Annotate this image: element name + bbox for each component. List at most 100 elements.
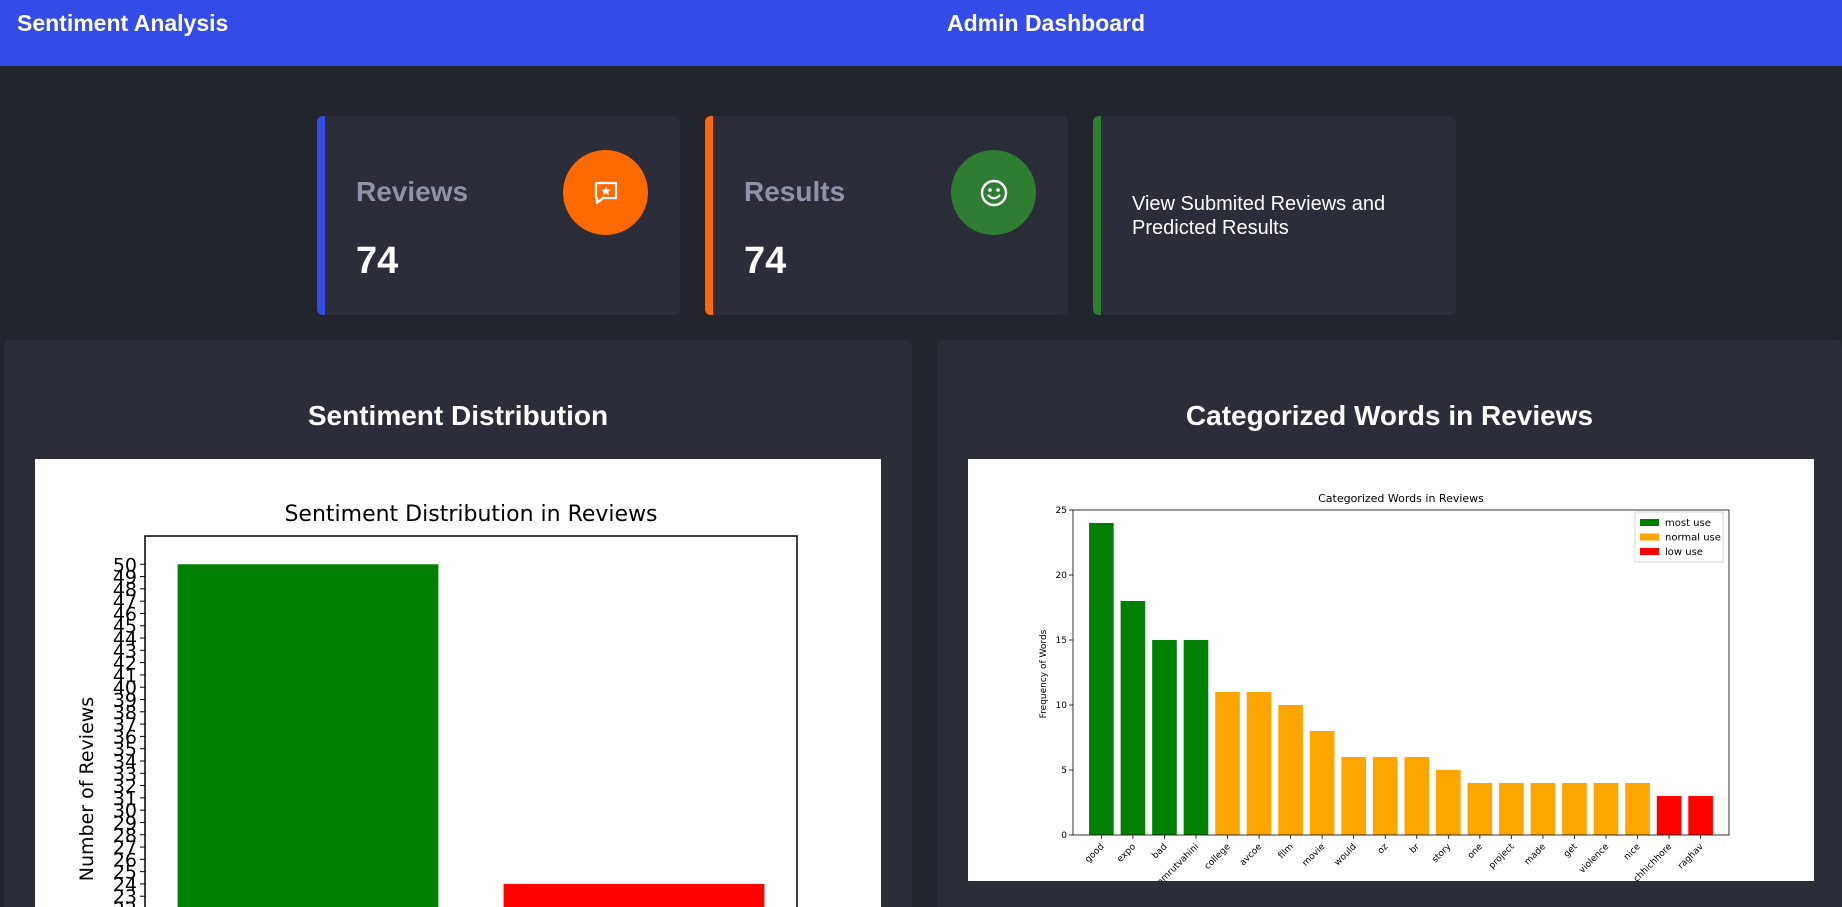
results-card[interactable]: Results 74 [705, 116, 1068, 315]
chart1-ytick-label: 48 [113, 579, 137, 601]
chart1-ytick-label: 45 [113, 616, 137, 638]
categorized-words-panel: Categorized Words in Reviews Categorized… [937, 340, 1842, 907]
chart2-bar-chhichhore [1656, 796, 1682, 835]
chart1-ytick-label: 38 [113, 702, 137, 724]
chart2-xtick-label: avcoe [1238, 842, 1264, 868]
chart2-bar-would [1341, 757, 1366, 835]
chart2-bar-story [1436, 770, 1461, 835]
chart2-xtick-label: violence [1577, 842, 1611, 876]
chart2-xtick-label: oz [1376, 842, 1391, 857]
chart2-xtick-label: get [1562, 842, 1580, 860]
chart1-bar-positive [177, 564, 439, 907]
chart1-ytick-label: 44 [113, 628, 137, 650]
chart2-bar-one [1467, 783, 1493, 835]
chart1-ytick-label: 34 [113, 751, 137, 773]
chart1-ytick-label: 24 [113, 874, 137, 896]
chart1-ytick-label: 22 [113, 899, 137, 907]
sentiment-distribution-heading: Sentiment Distribution [307, 400, 609, 431]
chart2-legend-label: normal use [1665, 533, 1721, 544]
chart2-title: Categorized Words in Reviews [1318, 492, 1484, 505]
chart2-xtick-label: movie [1301, 842, 1328, 869]
view-results-link[interactable]: View Submited Reviews and Predicted Resu… [1132, 193, 1386, 239]
sentiment-distribution-panel: Sentiment Distribution Sentiment Distrib… [4, 340, 912, 907]
chart2-ytick-label: 5 [1061, 766, 1067, 776]
chart1-bar-negative [503, 883, 765, 907]
reviews-card-count: 74 [356, 240, 399, 282]
chart2-xtick-label: bad [1151, 842, 1170, 861]
reviews-card-label: Reviews [356, 176, 469, 207]
chart2-xtick-label: br [1408, 842, 1422, 856]
view-results-card[interactable]: View Submited Reviews and Predicted Resu… [1093, 116, 1456, 315]
sentiment-distribution-chart: Sentiment Distribution in Reviews1011121… [35, 459, 881, 907]
chart2-ytick-label: 10 [1056, 701, 1068, 711]
chart1-ytick-label: 23 [113, 886, 137, 907]
results-card-label: Results [744, 176, 846, 207]
chart2-xtick-label: college [1203, 842, 1233, 872]
chart1-ytick-label: 49 [113, 567, 137, 589]
chart2-bar-project [1499, 783, 1524, 835]
chart1-ytick-label: 50 [113, 554, 137, 576]
chart2-legend-swatch [1640, 519, 1659, 526]
view-card-accent [1093, 116, 1101, 315]
reviews-card[interactable]: Reviews 74 [317, 116, 680, 315]
chart1-ytick-label: 46 [113, 603, 137, 625]
chart2-bar-avcoe [1246, 692, 1272, 835]
chart1-ytick-label: 37 [113, 714, 137, 736]
reviews-card-accent [317, 116, 325, 315]
chart2-xtick-label: would [1333, 842, 1359, 868]
chart1-ylabel: Number of Reviews [76, 697, 98, 881]
results-card-count: 74 [744, 240, 787, 282]
chart1-axes-frame [144, 535, 798, 907]
chart1-ytick-label: 33 [113, 763, 137, 785]
chart2-legend-swatch [1640, 548, 1659, 555]
chart2-xtick-label: good [1084, 842, 1107, 865]
brand-title[interactable]: Sentiment Analysis [17, 10, 229, 36]
chart1-ytick-label: 32 [113, 776, 137, 798]
chart2-xtick-label: one [1466, 842, 1485, 861]
chart1-ytick-label: 28 [113, 825, 137, 847]
smile-icon [951, 150, 1036, 235]
chart2-xtick-label: film [1277, 842, 1296, 861]
chart1-ytick-label: 30 [113, 800, 137, 822]
chart1-ytick-label: 27 [113, 837, 137, 859]
chart2-legend-swatch [1640, 533, 1659, 541]
chart2-bar-bad [1152, 640, 1177, 835]
chart2-xtick-label: nice [1622, 842, 1643, 863]
chart2-ytick-label: 0 [1061, 831, 1067, 841]
chart2-ytick-label: 15 [1056, 636, 1067, 646]
chart2-bar-oz [1372, 757, 1398, 835]
chart2-bar-nice [1625, 783, 1650, 835]
chart2-bar-br [1404, 757, 1430, 835]
page-title: Admin Dashboard [947, 10, 1146, 36]
chart2-bar-college [1215, 692, 1240, 835]
chart1-ytick-label: 31 [113, 788, 137, 810]
chart2-bar-good [1089, 523, 1114, 835]
chart2-legend-label: most use [1665, 518, 1711, 529]
chart2-xtick-label: expo [1115, 842, 1138, 865]
results-card-accent [705, 116, 713, 315]
review-icon [563, 150, 648, 235]
chart2-xtick-label: project [1487, 842, 1516, 871]
chart1-ytick-label: 35 [113, 739, 137, 761]
chart2-ylabel: Frequency of Words [1039, 629, 1049, 718]
chart2-legend-label: low use [1665, 547, 1703, 558]
chart1-title: Sentiment Distribution in Reviews [284, 502, 657, 527]
chart2-axes-frame [1072, 509, 1730, 836]
smile-icon-glyph [980, 179, 1007, 206]
categorized-words-heading: Categorized Words in Reviews [1185, 400, 1594, 431]
chart1-ytick-label: 40 [113, 677, 137, 699]
chart2-xtick-label: raghav [1676, 842, 1706, 872]
chart1-ytick-label: 36 [113, 726, 137, 748]
chart2-bar-amrutvahini [1183, 640, 1209, 835]
chart1-ytick-label: 26 [113, 849, 137, 871]
chart2-ytick-label: 25 [1056, 506, 1067, 516]
chart2-legend: most use normal use low use [1634, 511, 1724, 563]
review-icon-glyph [594, 181, 617, 204]
chart2-bar-get [1562, 783, 1587, 835]
chart2-bar-film [1278, 705, 1303, 835]
chart1-ytick-label: 25 [113, 862, 137, 884]
chart1-ytick-label: 42 [113, 653, 137, 675]
chart2-bar-movie [1309, 731, 1335, 835]
chart2-ytick-label: 20 [1056, 571, 1068, 581]
chart1-ytick-label: 41 [113, 665, 137, 687]
